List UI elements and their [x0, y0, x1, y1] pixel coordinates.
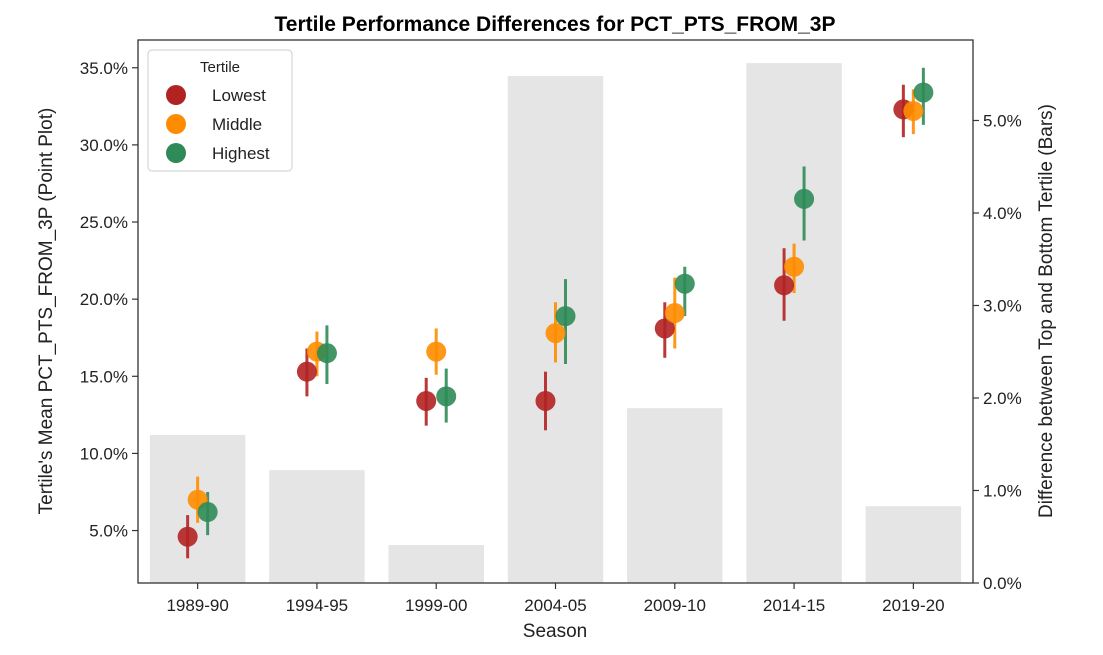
point-highest-1989-90: [197, 502, 218, 523]
legend: Tertile Lowest Middle Highest: [147, 49, 293, 172]
point-lowest-1999-00: [416, 390, 437, 411]
x-axis: 1989-90 1994-95 1999-00 2004-05 2009-10 2014-…: [166, 583, 945, 615]
difference-bar-1999-00: [388, 545, 484, 583]
difference-bar-2009-10: [627, 408, 723, 583]
x-tick-label: 1994-95: [286, 596, 348, 615]
point-lowest-2004-05: [535, 390, 556, 411]
left-tick-label: 15.0%: [80, 367, 128, 386]
tertile-points: [177, 82, 934, 547]
right-tick-label: 3.0%: [983, 296, 1022, 315]
right-tick-label: 4.0%: [983, 204, 1022, 223]
point-lowest-1994-95: [296, 361, 317, 382]
point-highest-2009-10: [674, 273, 695, 294]
legend-label-lowest: Lowest: [212, 86, 266, 105]
legend-marker-lowest: [166, 85, 186, 105]
point-highest-2004-05: [555, 306, 576, 327]
point-middle-2004-05: [545, 323, 566, 344]
difference-bar-2019-20: [865, 506, 962, 583]
x-tick-label: 1999-00: [405, 596, 467, 615]
point-middle-2009-10: [664, 303, 685, 324]
right-tick-label: 1.0%: [983, 481, 1022, 500]
point-lowest-2014-15: [774, 275, 795, 296]
right-tick-label: 2.0%: [983, 389, 1022, 408]
left-y-axis: 5.0% 10.0% 15.0% 20.0% 25.0% 30.0% 35.0%: [80, 59, 138, 541]
difference-bar-1994-95: [269, 470, 365, 583]
point-lowest-1989-90: [177, 526, 198, 547]
legend-title: Tertile: [200, 59, 240, 76]
right-tick-label: 5.0%: [983, 111, 1022, 130]
point-highest-2019-20: [913, 82, 934, 103]
left-y-axis-label: Tertile's Mean PCT_PTS_FROM_3P (Point Pl…: [36, 108, 57, 515]
point-middle-1999-00: [426, 341, 447, 362]
right-y-axis: 0.0% 1.0% 2.0% 3.0% 4.0% 5.0%: [973, 111, 1022, 593]
x-tick-label: 2014-15: [763, 596, 825, 615]
left-tick-label: 35.0%: [80, 59, 128, 78]
left-tick-label: 25.0%: [80, 213, 128, 232]
point-middle-2014-15: [784, 256, 805, 277]
left-tick-label: 20.0%: [80, 290, 128, 309]
point-highest-1999-00: [436, 386, 457, 407]
x-tick-label: 2004-05: [524, 596, 586, 615]
left-tick-label: 10.0%: [80, 444, 128, 463]
right-y-axis-label: Difference between Top and Bottom Tertil…: [1036, 104, 1057, 518]
left-tick-label: 30.0%: [80, 136, 128, 155]
x-tick-label: 2019-20: [882, 596, 944, 615]
legend-marker-middle: [166, 114, 186, 134]
point-highest-2014-15: [794, 188, 815, 209]
x-tick-label: 2009-10: [644, 596, 706, 615]
difference-bars: [149, 63, 962, 584]
left-tick-label: 5.0%: [89, 522, 128, 541]
difference-bar-2014-15: [746, 63, 842, 584]
x-axis-label: Season: [523, 621, 587, 642]
legend-marker-highest: [166, 143, 186, 163]
chart-title: Tertile Performance Differences for PCT_…: [275, 13, 836, 36]
legend-label-highest: Highest: [212, 144, 270, 163]
point-highest-1994-95: [316, 343, 337, 364]
x-tick-label: 1989-90: [166, 596, 228, 615]
point-lowest-2009-10: [654, 318, 675, 339]
point-middle-2019-20: [903, 100, 924, 121]
legend-box: [147, 49, 293, 172]
right-tick-label: 0.0%: [983, 574, 1022, 593]
legend-label-middle: Middle: [212, 115, 262, 134]
